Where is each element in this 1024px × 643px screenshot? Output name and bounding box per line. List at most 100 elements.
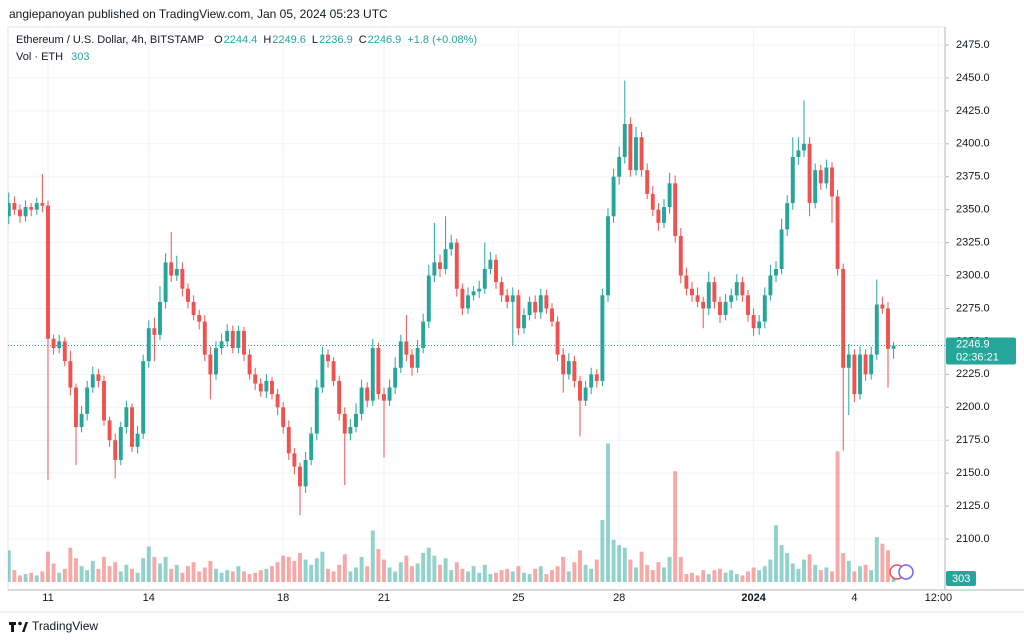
y-tick-label: 2175.0 xyxy=(956,434,990,446)
event-icon[interactable] xyxy=(889,564,914,580)
volume-bar xyxy=(370,530,375,582)
volume-bar xyxy=(482,564,487,582)
candle-body xyxy=(757,321,762,329)
volume-bar xyxy=(320,551,325,582)
y-tick-label: 2225.0 xyxy=(956,368,990,380)
brand: TradingView xyxy=(32,619,98,633)
candle-body xyxy=(516,295,521,329)
volume-bar xyxy=(68,547,73,582)
volume-bar xyxy=(818,570,823,582)
volume-bar xyxy=(214,568,218,582)
candle-body xyxy=(186,288,190,302)
volume-bar xyxy=(566,571,571,582)
volume-bar xyxy=(118,571,123,582)
volume-bar xyxy=(650,570,655,582)
volume-bar xyxy=(180,572,185,582)
candle-body xyxy=(387,387,392,401)
volume-bar xyxy=(684,574,689,582)
candle-body xyxy=(712,282,717,302)
publisher: angiepanoyan published on TradingView.co… xyxy=(9,7,388,21)
volume-bar xyxy=(135,572,140,582)
volume-bar xyxy=(130,568,134,582)
candle-body xyxy=(141,361,146,434)
candle-body xyxy=(68,361,73,388)
volume-bar xyxy=(146,546,151,582)
candle-body xyxy=(617,156,622,177)
volume-bar xyxy=(298,552,302,582)
volume-bar xyxy=(107,566,112,582)
volume-bar xyxy=(589,568,594,582)
volume-bar xyxy=(594,559,599,582)
candle-body xyxy=(382,394,386,401)
x-tick-label: 28 xyxy=(613,592,625,604)
volume-bar xyxy=(734,574,739,582)
candle-body xyxy=(746,295,750,316)
candle-body xyxy=(583,387,588,401)
candle-body xyxy=(230,330,235,348)
candle-body xyxy=(645,170,650,194)
candle-body xyxy=(180,268,185,289)
volume-bar xyxy=(191,562,196,582)
volume-bar xyxy=(23,574,28,582)
volume-bar xyxy=(790,563,795,582)
volume-bar xyxy=(376,549,381,582)
volume-bar xyxy=(561,556,566,582)
candle-body xyxy=(841,268,846,368)
candle-body xyxy=(174,268,179,276)
y-tick-label: 2100.0 xyxy=(956,533,990,545)
candle-body xyxy=(118,427,123,460)
volume-bar xyxy=(29,572,34,582)
volume-bar xyxy=(538,566,543,582)
candle-body xyxy=(634,137,638,171)
brand-logo xyxy=(9,621,28,632)
volume-bar xyxy=(432,555,437,582)
volume-bar xyxy=(628,559,633,582)
candle-body xyxy=(410,354,414,368)
candle-body xyxy=(830,167,834,197)
volume-bar xyxy=(337,564,342,582)
volume-bar xyxy=(303,559,308,582)
candle-body xyxy=(426,275,431,322)
volume-bar xyxy=(219,572,224,582)
y-tick-label: 2350.0 xyxy=(956,204,990,216)
volume-bar xyxy=(410,566,414,582)
volume-bar xyxy=(886,550,890,582)
volume-bar xyxy=(281,555,286,582)
candle-body xyxy=(107,420,112,441)
volume-bar xyxy=(639,551,644,582)
volume-bar xyxy=(202,567,207,582)
candle-body xyxy=(202,321,207,355)
candle-body xyxy=(729,295,734,302)
volume-bar xyxy=(583,564,588,582)
legend-value: 2246.9 xyxy=(368,34,402,46)
candle-body xyxy=(258,383,263,392)
candle-body xyxy=(74,387,78,428)
candle-body xyxy=(365,387,370,401)
volume-bar xyxy=(342,554,347,582)
candle-body xyxy=(768,275,773,296)
candle-body xyxy=(477,288,482,292)
candle-body xyxy=(8,203,11,217)
volume-bar xyxy=(292,560,297,582)
volume-bar xyxy=(186,566,190,582)
candle-body xyxy=(443,249,448,269)
candle-body xyxy=(146,328,151,362)
volume-bar xyxy=(835,451,840,582)
volume-bar xyxy=(751,567,756,582)
candle-body xyxy=(90,374,95,388)
y-tick-label: 2275.0 xyxy=(956,302,990,314)
volume-bar xyxy=(729,570,734,582)
volume-bar xyxy=(18,575,22,582)
volume-bar xyxy=(527,574,532,582)
candle-body xyxy=(846,354,851,368)
candle-body xyxy=(23,207,28,217)
candle-body xyxy=(874,304,879,355)
volume-bar xyxy=(874,537,879,582)
volume-bar xyxy=(331,571,336,582)
y-tick-label: 2200.0 xyxy=(956,401,990,413)
candle-body xyxy=(275,394,280,408)
candle-body xyxy=(852,354,857,395)
chart-title: Ethereum / U.S. Dollar, 4h, BITSTAMP xyxy=(16,34,204,46)
candle-body xyxy=(370,347,375,401)
volume-bar xyxy=(841,552,846,582)
